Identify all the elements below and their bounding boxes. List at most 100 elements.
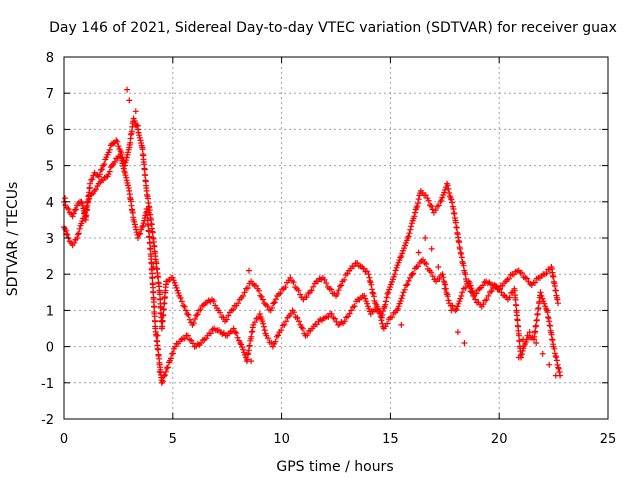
data-point-interp [145,228,152,235]
data-point-interp [304,332,311,338]
data-point-interp [399,292,406,299]
data-point-interp [518,351,525,357]
data-point [415,249,422,256]
data-point-interp [181,303,188,310]
data-point-interp [382,301,389,308]
data-point-interp [377,313,384,320]
data-point [539,350,546,357]
data-point [441,285,448,292]
data-point-interp [449,199,456,206]
data-point-interp [260,320,267,327]
data-point-interp [161,372,168,379]
data-point-interp [445,297,452,304]
data-point-interp [555,365,562,372]
data-point-interp [428,203,435,209]
data-point-interp [193,312,200,319]
data-point-interp [272,338,279,345]
data-point [296,318,302,325]
data-point-interp [149,229,156,236]
data-point-interp [551,350,558,357]
data-point-interp [269,305,275,311]
y-tick-label: 1 [46,304,54,319]
data-point-interp [427,202,433,209]
data-point [439,271,446,278]
data-point-interp [444,182,451,189]
data-point-interp [543,270,550,277]
data-point-interp [186,316,193,323]
data-point-interp [506,294,513,301]
data-point-interp [148,260,155,267]
data-point [283,318,289,325]
data-point-interp [328,286,335,293]
data-point [341,318,348,325]
data-point-interp [270,300,277,307]
data-point-interp [471,293,478,299]
data-point-interp [554,361,561,368]
data-point [552,372,559,379]
data-point-interp [264,303,271,310]
data-point-interp [376,310,383,317]
data-point-interp [436,276,443,282]
data-point [409,271,416,278]
data-point-interp [197,306,204,313]
data-point-interp [190,320,197,327]
axis-ticks [63,56,609,420]
data-point [328,311,335,317]
data-point-interp [265,335,271,342]
data-point-interp [89,176,96,183]
y-axis-label: SDTVAR / TECUs [5,182,21,297]
data-point-interp [553,354,560,361]
data-point-interp [407,226,414,233]
data-point-interp [290,279,297,286]
data-point [135,235,141,241]
data-point-interp [378,317,385,324]
data-point-interp [506,275,512,282]
data-point-interp [192,316,198,322]
data-point [411,213,418,220]
data-point-interp [415,196,422,203]
data-point-interp [458,293,465,299]
data-point-interp [111,159,118,165]
data-point [126,97,133,104]
data-point-interp [256,287,262,294]
data-point [365,271,372,278]
data-point [485,292,492,299]
data-point-interp [519,347,526,354]
data-point-interp [435,202,442,209]
data-point [145,209,152,216]
data-point [435,264,442,270]
data-point-interp [96,171,103,178]
data-point-interp [244,285,251,291]
data-point [398,321,405,328]
data-point [526,329,533,336]
data-point-interp [84,199,91,206]
data-point [158,379,165,386]
x-axis-label: GPS time / hours [276,459,393,475]
data-point-interp [331,315,338,322]
data-point-interp [479,282,486,289]
data-point-interp [533,322,540,329]
data-point-interp [425,197,432,204]
data-point-interp [220,314,227,321]
data-point-interp [405,277,412,284]
data-point [555,300,561,307]
data-point [156,368,163,375]
data-point-interp [291,309,298,316]
y-tick-labels: -2 -1 0 1 2 3 4 5 6 7 8 [41,51,54,428]
data-point [74,235,81,241]
data-point-interp [81,209,88,216]
data-point-interp [444,293,451,300]
data-point [150,264,157,270]
data-point [520,336,527,343]
data-point-interp [223,316,230,323]
data-point-interp [412,209,419,216]
data-point [235,300,242,307]
data-point-interp [336,283,343,290]
data-point-interp [448,196,455,203]
data-point [420,256,426,263]
data-point-interp [64,231,71,238]
data-point [246,267,252,274]
y-tick-label: 7 [46,87,54,102]
data-point-interp [106,146,113,153]
data-point [361,292,368,299]
